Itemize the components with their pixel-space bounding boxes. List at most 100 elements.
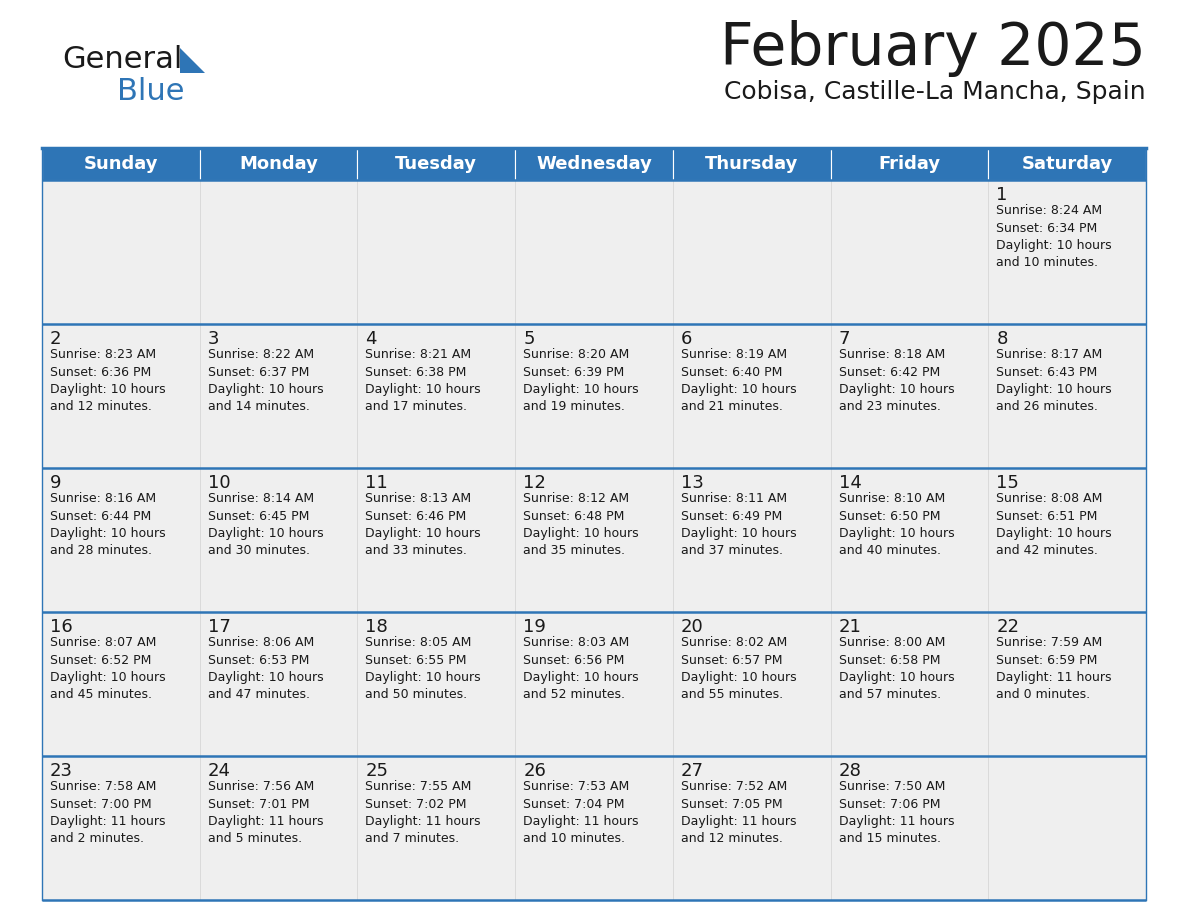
Bar [358,324,516,468]
Text: Sunrise: 8:24 AM
Sunset: 6:34 PM
Daylight: 10 hours
and 10 minutes.: Sunrise: 8:24 AM Sunset: 6:34 PM Dayligh… [997,204,1112,270]
Text: General: General [62,45,183,74]
Text: Sunrise: 8:03 AM
Sunset: 6:56 PM
Daylight: 10 hours
and 52 minutes.: Sunrise: 8:03 AM Sunset: 6:56 PM Dayligh… [523,636,639,701]
Bar [516,180,672,324]
Bar [988,612,1146,756]
Text: 5: 5 [523,330,535,348]
Text: 12: 12 [523,474,546,492]
Text: 1: 1 [997,186,1007,204]
Text: 7: 7 [839,330,851,348]
Bar [830,180,988,324]
Text: Blue: Blue [116,77,184,106]
Text: 10: 10 [208,474,230,492]
Bar [672,324,830,468]
Bar [358,148,516,180]
Text: Thursday: Thursday [704,155,798,173]
Bar [200,468,358,612]
Text: Sunrise: 8:06 AM
Sunset: 6:53 PM
Daylight: 10 hours
and 47 minutes.: Sunrise: 8:06 AM Sunset: 6:53 PM Dayligh… [208,636,323,701]
Text: 24: 24 [208,762,230,780]
Bar [830,324,988,468]
Text: 13: 13 [681,474,703,492]
Text: Sunrise: 8:16 AM
Sunset: 6:44 PM
Daylight: 10 hours
and 28 minutes.: Sunrise: 8:16 AM Sunset: 6:44 PM Dayligh… [50,492,165,557]
Bar [672,612,830,756]
Bar [516,612,672,756]
Bar [988,468,1146,612]
Text: Cobisa, Castille-La Mancha, Spain: Cobisa, Castille-La Mancha, Spain [725,80,1146,104]
Bar [672,148,830,180]
Bar [830,612,988,756]
Bar [516,324,672,468]
Bar [672,756,830,900]
Text: 15: 15 [997,474,1019,492]
Bar [516,468,672,612]
Bar [830,148,988,180]
Bar [516,148,672,180]
Text: Wednesday: Wednesday [536,155,652,173]
Bar [358,180,516,324]
Text: 4: 4 [366,330,377,348]
Text: Sunrise: 8:00 AM
Sunset: 6:58 PM
Daylight: 10 hours
and 57 minutes.: Sunrise: 8:00 AM Sunset: 6:58 PM Dayligh… [839,636,954,701]
Text: Sunrise: 8:14 AM
Sunset: 6:45 PM
Daylight: 10 hours
and 30 minutes.: Sunrise: 8:14 AM Sunset: 6:45 PM Dayligh… [208,492,323,557]
Text: 8: 8 [997,330,1007,348]
Polygon shape [181,48,206,73]
Text: 23: 23 [50,762,72,780]
Bar [516,756,672,900]
Text: 28: 28 [839,762,861,780]
Text: 16: 16 [50,618,72,636]
Text: Sunrise: 8:21 AM
Sunset: 6:38 PM
Daylight: 10 hours
and 17 minutes.: Sunrise: 8:21 AM Sunset: 6:38 PM Dayligh… [366,348,481,413]
Bar [358,756,516,900]
Bar [988,756,1146,900]
Text: 26: 26 [523,762,546,780]
Text: Sunrise: 7:50 AM
Sunset: 7:06 PM
Daylight: 11 hours
and 15 minutes.: Sunrise: 7:50 AM Sunset: 7:06 PM Dayligh… [839,780,954,845]
Text: Sunrise: 8:08 AM
Sunset: 6:51 PM
Daylight: 10 hours
and 42 minutes.: Sunrise: 8:08 AM Sunset: 6:51 PM Dayligh… [997,492,1112,557]
Bar [42,756,200,900]
Bar [358,468,516,612]
Bar [830,468,988,612]
Bar [200,148,358,180]
Text: 9: 9 [50,474,62,492]
Text: 25: 25 [366,762,388,780]
Text: 17: 17 [208,618,230,636]
Text: 20: 20 [681,618,703,636]
Text: 22: 22 [997,618,1019,636]
Text: Sunrise: 8:22 AM
Sunset: 6:37 PM
Daylight: 10 hours
and 14 minutes.: Sunrise: 8:22 AM Sunset: 6:37 PM Dayligh… [208,348,323,413]
Text: Friday: Friday [878,155,941,173]
Text: Sunrise: 8:18 AM
Sunset: 6:42 PM
Daylight: 10 hours
and 23 minutes.: Sunrise: 8:18 AM Sunset: 6:42 PM Dayligh… [839,348,954,413]
Text: 18: 18 [366,618,388,636]
Text: Sunrise: 7:58 AM
Sunset: 7:00 PM
Daylight: 11 hours
and 2 minutes.: Sunrise: 7:58 AM Sunset: 7:00 PM Dayligh… [50,780,165,845]
Bar [42,180,200,324]
Text: Sunrise: 7:55 AM
Sunset: 7:02 PM
Daylight: 11 hours
and 7 minutes.: Sunrise: 7:55 AM Sunset: 7:02 PM Dayligh… [366,780,481,845]
Text: Sunrise: 8:17 AM
Sunset: 6:43 PM
Daylight: 10 hours
and 26 minutes.: Sunrise: 8:17 AM Sunset: 6:43 PM Dayligh… [997,348,1112,413]
Bar [200,612,358,756]
Text: 3: 3 [208,330,220,348]
Text: Saturday: Saturday [1022,155,1113,173]
Text: Sunrise: 8:13 AM
Sunset: 6:46 PM
Daylight: 10 hours
and 33 minutes.: Sunrise: 8:13 AM Sunset: 6:46 PM Dayligh… [366,492,481,557]
Bar [42,468,200,612]
Bar [988,180,1146,324]
Bar [200,324,358,468]
Bar [200,756,358,900]
Bar [672,180,830,324]
Text: Sunrise: 7:59 AM
Sunset: 6:59 PM
Daylight: 11 hours
and 0 minutes.: Sunrise: 7:59 AM Sunset: 6:59 PM Dayligh… [997,636,1112,701]
Text: Sunrise: 8:10 AM
Sunset: 6:50 PM
Daylight: 10 hours
and 40 minutes.: Sunrise: 8:10 AM Sunset: 6:50 PM Dayligh… [839,492,954,557]
Text: 21: 21 [839,618,861,636]
Bar [42,324,200,468]
Text: 6: 6 [681,330,693,348]
Text: Monday: Monday [239,155,318,173]
Bar [830,756,988,900]
Bar [42,612,200,756]
Text: February 2025: February 2025 [720,20,1146,77]
Bar [200,180,358,324]
Text: Sunrise: 8:19 AM
Sunset: 6:40 PM
Daylight: 10 hours
and 21 minutes.: Sunrise: 8:19 AM Sunset: 6:40 PM Dayligh… [681,348,796,413]
Text: 14: 14 [839,474,861,492]
Bar [42,148,200,180]
Text: Sunday: Sunday [83,155,158,173]
Text: Tuesday: Tuesday [396,155,478,173]
Bar [358,612,516,756]
Text: Sunrise: 7:53 AM
Sunset: 7:04 PM
Daylight: 11 hours
and 10 minutes.: Sunrise: 7:53 AM Sunset: 7:04 PM Dayligh… [523,780,639,845]
Text: Sunrise: 8:20 AM
Sunset: 6:39 PM
Daylight: 10 hours
and 19 minutes.: Sunrise: 8:20 AM Sunset: 6:39 PM Dayligh… [523,348,639,413]
Bar [672,468,830,612]
Text: Sunrise: 8:12 AM
Sunset: 6:48 PM
Daylight: 10 hours
and 35 minutes.: Sunrise: 8:12 AM Sunset: 6:48 PM Dayligh… [523,492,639,557]
Text: Sunrise: 7:52 AM
Sunset: 7:05 PM
Daylight: 11 hours
and 12 minutes.: Sunrise: 7:52 AM Sunset: 7:05 PM Dayligh… [681,780,796,845]
Text: 19: 19 [523,618,546,636]
Text: 27: 27 [681,762,703,780]
